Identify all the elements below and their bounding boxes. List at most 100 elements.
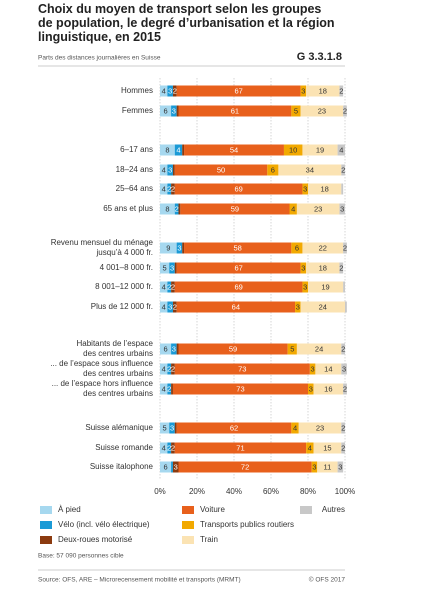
value-label: 2 bbox=[343, 243, 347, 252]
value-label: 4 bbox=[162, 443, 166, 452]
value-label: 5 bbox=[163, 263, 167, 272]
value-label: 4 bbox=[162, 364, 166, 373]
value-label: 2 bbox=[343, 106, 347, 115]
value-label: 6 bbox=[163, 106, 167, 115]
value-label: 2 bbox=[171, 364, 175, 373]
value-label: 4 bbox=[308, 443, 312, 452]
bar-segment bbox=[345, 301, 347, 313]
bar-segment bbox=[174, 422, 177, 434]
value-label: 4 bbox=[291, 204, 295, 213]
bar-segment bbox=[171, 363, 175, 375]
bar-segment bbox=[184, 144, 284, 156]
bar-segment bbox=[160, 203, 175, 215]
value-label: 2 bbox=[339, 86, 343, 95]
legend-swatch bbox=[182, 536, 194, 544]
bar-segment bbox=[176, 422, 292, 434]
value-label: 2 bbox=[173, 86, 177, 95]
bar-segment bbox=[176, 105, 179, 117]
y-tick-label: Suisse italophone bbox=[90, 462, 154, 471]
value-label: 3 bbox=[296, 302, 300, 311]
value-label: 3 bbox=[170, 423, 174, 432]
bar-segment bbox=[167, 281, 172, 293]
bar-segment bbox=[176, 343, 179, 355]
value-label: 3 bbox=[174, 462, 178, 471]
bar-segment bbox=[306, 262, 340, 274]
bar-segment bbox=[160, 461, 172, 473]
value-label: 4 bbox=[293, 423, 297, 432]
bar-segment bbox=[178, 203, 181, 215]
bar-segment bbox=[167, 383, 172, 395]
value-label: 18 bbox=[320, 184, 328, 193]
bar-segment bbox=[160, 164, 168, 176]
value-label: 16 bbox=[324, 384, 332, 393]
y-tick-label: 8 001–12 000 fr. bbox=[95, 282, 153, 291]
bar-segment bbox=[184, 242, 292, 254]
bar-segment bbox=[283, 144, 303, 156]
bar-segment bbox=[302, 183, 308, 195]
chart-title: Choix du moyen de transport selon les gr… bbox=[38, 2, 335, 44]
source: Source: OFS, ARE – Microrecensement mobi… bbox=[38, 577, 241, 584]
bar-segment bbox=[317, 461, 338, 473]
bar-segment bbox=[178, 343, 288, 355]
bar-segment bbox=[176, 262, 301, 274]
bar-segment bbox=[171, 343, 177, 355]
value-label: 3 bbox=[301, 86, 305, 95]
bar-segment bbox=[291, 422, 299, 434]
value-label: 71 bbox=[236, 443, 244, 452]
bar-segment bbox=[160, 183, 168, 195]
bar-segment bbox=[182, 242, 185, 254]
y-tick-label: Suisse alémanique bbox=[85, 423, 153, 432]
y-tick-label: Revenu mensuel du ménage jusqu’à 4 000 fr… bbox=[51, 238, 154, 257]
note: Base: 57 090 personnes cible bbox=[38, 553, 124, 560]
legend-label: Voiture bbox=[200, 505, 225, 514]
bar-segment bbox=[174, 183, 303, 195]
bar-segment bbox=[174, 144, 183, 156]
bar-segment bbox=[176, 85, 301, 97]
value-label: 72 bbox=[241, 462, 249, 471]
legend-label: Autres bbox=[322, 505, 345, 514]
y-tick-label: Suisse romande bbox=[95, 443, 153, 452]
value-label: 5 bbox=[294, 106, 298, 115]
bar-segment bbox=[171, 281, 175, 293]
bar-segment bbox=[171, 105, 177, 117]
legend-label: Train bbox=[200, 535, 218, 544]
value-label: 2 bbox=[167, 184, 171, 193]
value-label: 73 bbox=[238, 364, 246, 373]
y-tick-label: Habitants de l’espace des centres urbains bbox=[77, 339, 154, 358]
y-tick-label: Femmes bbox=[122, 106, 153, 115]
value-label: 59 bbox=[231, 204, 239, 213]
bar-segment bbox=[160, 281, 168, 293]
bar-segment bbox=[306, 85, 340, 97]
bar-segment bbox=[167, 301, 173, 313]
bar-segment bbox=[302, 144, 338, 156]
value-label: 59 bbox=[229, 344, 237, 353]
legend-label: Transports publics routiers bbox=[200, 520, 294, 529]
value-label: 2 bbox=[167, 443, 171, 452]
bar-segment bbox=[341, 363, 347, 375]
value-label: 54 bbox=[230, 145, 238, 154]
bar-segment bbox=[311, 461, 318, 473]
legend-swatch bbox=[40, 536, 52, 544]
value-label: 23 bbox=[314, 204, 322, 213]
bar-segment bbox=[296, 343, 342, 355]
value-label: 3 bbox=[303, 282, 307, 291]
y-tick-label: Plus de 12 000 fr. bbox=[91, 302, 153, 311]
bar-segment bbox=[343, 242, 347, 254]
value-label: 4 bbox=[162, 302, 166, 311]
value-label: 4 bbox=[339, 145, 343, 154]
bar-segment bbox=[171, 442, 175, 454]
bar-segment bbox=[343, 105, 347, 117]
bar-segment bbox=[174, 203, 179, 215]
bar-segment bbox=[160, 442, 168, 454]
bar-segment bbox=[341, 183, 344, 195]
bar-segment bbox=[174, 281, 303, 293]
bar-segment bbox=[300, 262, 307, 274]
value-label: 2 bbox=[341, 165, 345, 174]
bar-segment bbox=[287, 343, 297, 355]
legend-swatch bbox=[182, 506, 194, 514]
value-label: 3 bbox=[177, 243, 181, 252]
bar-segment bbox=[315, 363, 342, 375]
bar-segment bbox=[160, 383, 168, 395]
bar-segment bbox=[337, 144, 345, 156]
bar-segment bbox=[300, 105, 344, 117]
